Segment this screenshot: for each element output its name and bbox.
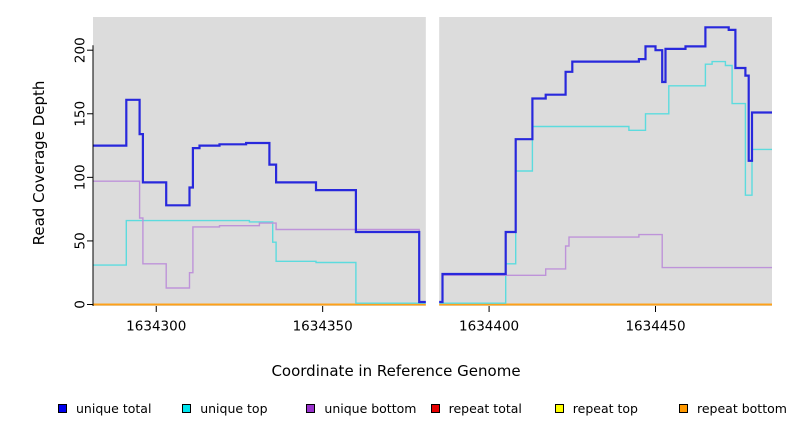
legend-swatch-icon <box>58 403 67 413</box>
legend-swatch-icon <box>430 403 440 413</box>
legend-swatch-icon <box>554 403 564 413</box>
legend-item-label: repeat bottom <box>697 400 787 416</box>
legend-item-label: unique bottom <box>324 400 417 416</box>
legend-item-repeat-total: repeat total <box>430 400 522 416</box>
legend-swatch-icon <box>182 403 192 413</box>
legend-item-repeat-bottom: repeat bottom <box>679 400 787 416</box>
y-tick-label: 50 <box>73 232 89 249</box>
legend-item-unique-total: unique total <box>58 400 151 416</box>
x-tick-label: 1634350 <box>293 319 353 335</box>
legend-item-unique-top: unique top <box>182 400 268 416</box>
chart-canvas: 0 50 100 150 200 1634300 1634350 1634400 1634450 <box>73 16 772 335</box>
series-unique-top <box>93 60 772 304</box>
y-axis-title: Read Coverage Depth <box>30 80 48 246</box>
legend-item-label: unique top <box>200 400 268 416</box>
legend-item-unique-bottom: unique bottom <box>306 400 416 416</box>
series-unique-total <box>93 26 772 304</box>
legend-item-label: unique total <box>76 400 152 416</box>
legend-swatch-icon <box>306 403 316 413</box>
y-tick-label: 150 <box>73 101 89 127</box>
legend: unique total unique top unique bottom repea… <box>0 400 792 422</box>
y-tick-label: 0 <box>73 300 89 309</box>
y-tick-label: 200 <box>73 37 89 63</box>
legend-swatch-icon <box>679 403 688 413</box>
x-tick-label: 1634300 <box>126 319 186 335</box>
legend-item-label: repeat total <box>448 400 522 416</box>
series-unique-bottom <box>93 180 772 303</box>
legend-item-repeat-top: repeat top <box>554 400 638 416</box>
x-tick-label: 1634450 <box>625 319 685 335</box>
y-tick-label: 100 <box>73 164 89 190</box>
gap-band <box>425 16 440 307</box>
x-axis-title: Coordinate in Reference Genome <box>271 362 521 380</box>
legend-item-label: repeat top <box>572 400 638 416</box>
x-tick-label: 1634400 <box>459 319 519 335</box>
